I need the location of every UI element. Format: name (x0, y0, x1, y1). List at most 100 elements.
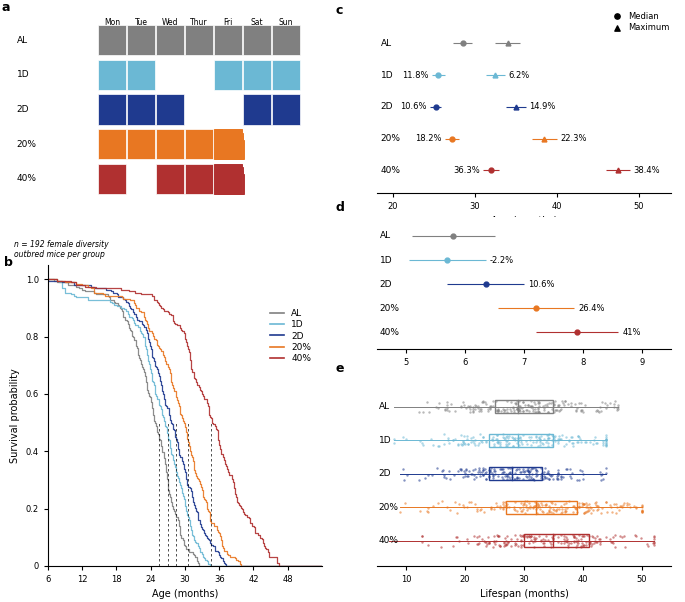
Point (557, 504, 568, 514)
Point (577, 541, 588, 550)
Point (593, 406, 603, 415)
Point (441, 403, 452, 413)
Point (549, 433, 560, 442)
Point (552, 474, 563, 484)
Point (532, 498, 543, 508)
Point (552, 401, 563, 411)
Point (448, 436, 459, 445)
Point (578, 531, 589, 541)
Point (457, 440, 468, 450)
Text: 6.2%: 6.2% (508, 70, 530, 79)
Point (543, 433, 553, 443)
Text: 2D: 2D (381, 102, 393, 111)
Point (559, 500, 570, 509)
Point (575, 406, 586, 416)
Point (536, 474, 547, 483)
Point (584, 539, 595, 549)
Point (527, 503, 538, 512)
Point (497, 473, 508, 482)
FancyBboxPatch shape (98, 60, 126, 90)
Point (636, 502, 647, 512)
Point (601, 497, 612, 507)
Point (489, 532, 500, 541)
Point (520, 503, 531, 512)
Point (477, 438, 488, 447)
Point (528, 397, 539, 407)
Point (538, 405, 549, 415)
Point (525, 532, 536, 542)
Point (530, 465, 541, 474)
Point (442, 502, 453, 512)
Point (490, 405, 501, 415)
Point (497, 468, 508, 477)
Point (398, 464, 409, 473)
Point (549, 400, 560, 409)
Point (580, 498, 591, 507)
Point (636, 501, 647, 511)
Point (516, 439, 527, 449)
Point (477, 465, 488, 475)
Point (582, 506, 593, 516)
Point (586, 508, 597, 518)
Point (565, 538, 576, 548)
Point (495, 503, 506, 513)
Point (573, 535, 584, 545)
Point (492, 434, 503, 444)
Point (432, 464, 443, 473)
Point (473, 467, 484, 477)
Point (445, 474, 456, 484)
Point (510, 474, 521, 483)
Point (607, 538, 618, 548)
Point (475, 471, 486, 481)
Point (478, 397, 489, 407)
Point (498, 464, 509, 474)
Point (534, 440, 545, 450)
Point (636, 505, 647, 515)
Point (596, 470, 607, 480)
Point (519, 466, 530, 476)
Point (501, 432, 512, 442)
Point (453, 439, 464, 448)
Point (500, 539, 511, 549)
Point (518, 500, 529, 509)
Point (525, 396, 536, 406)
Point (526, 531, 537, 541)
Point (499, 533, 510, 543)
Point (483, 405, 494, 414)
Point (542, 535, 553, 544)
Point (458, 439, 469, 449)
Point (527, 464, 538, 473)
Point (477, 397, 488, 407)
Point (523, 474, 534, 484)
Point (464, 401, 475, 411)
Point (595, 407, 606, 417)
Point (501, 474, 512, 484)
Point (416, 537, 427, 547)
Point (464, 407, 475, 417)
Point (601, 430, 612, 440)
Point (493, 471, 503, 480)
Point (524, 402, 535, 411)
Point (566, 402, 577, 411)
Point (573, 431, 584, 441)
Point (609, 499, 620, 509)
Point (569, 532, 580, 541)
Point (551, 474, 562, 484)
Point (523, 465, 534, 475)
Point (561, 536, 572, 546)
Point (493, 406, 504, 416)
Point (583, 504, 594, 514)
Point (575, 434, 586, 444)
Point (488, 470, 499, 479)
Point (601, 403, 612, 412)
Point (601, 441, 612, 450)
Point (493, 404, 503, 414)
Point (497, 503, 508, 512)
Point (535, 435, 546, 445)
Point (547, 533, 558, 542)
Point (542, 399, 553, 409)
Point (460, 468, 471, 478)
FancyBboxPatch shape (214, 25, 242, 55)
Point (542, 468, 553, 478)
Point (573, 399, 584, 408)
